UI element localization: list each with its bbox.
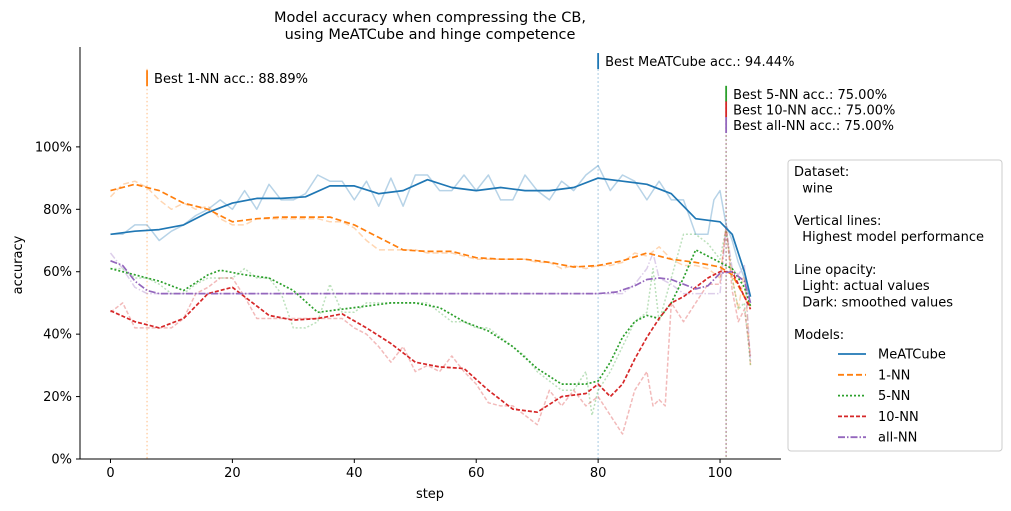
- annotation-label-4: Best all-NN acc.: 75.00%: [733, 119, 894, 134]
- x-tick-label: 100: [708, 466, 733, 481]
- series-actual-1-NN: [109, 180, 752, 366]
- series-smoothed-10-NN: [110, 270, 752, 414]
- legend-text-line: wine: [794, 181, 833, 196]
- y-tick-label: 0%: [51, 453, 72, 468]
- x-tick-label: 20: [224, 466, 241, 481]
- y-axis-label: accuracy: [11, 235, 26, 294]
- legend-entry-all-NN: all-NN: [878, 431, 917, 446]
- y-tick-label: 100%: [35, 140, 72, 155]
- series-actual-5-NN: [110, 227, 752, 417]
- x-tick-label: 60: [468, 466, 485, 481]
- chart-title-line-1: Model accuracy when compressing the CB,: [274, 10, 586, 26]
- y-tick-label: 20%: [43, 390, 72, 405]
- legend-text-line: Dataset:: [794, 165, 849, 180]
- series-actual-all-NN: [109, 227, 752, 363]
- legend-text-line: Light: actual values: [794, 279, 930, 294]
- chart-title-line-2: using MeATCube and hinge competence: [285, 27, 576, 43]
- legend-entry-MeATCube: MeATCube: [878, 348, 946, 363]
- legend-box: [787, 159, 1003, 452]
- series-actual-MeATCube: [110, 164, 752, 304]
- legend-text-line: Dark: smoothed values: [794, 295, 953, 310]
- y-tick-label: 60%: [43, 265, 72, 280]
- legend-text-line: Models:: [794, 328, 844, 343]
- legend-text-line: Line opacity:: [794, 263, 876, 278]
- x-tick-label: 80: [590, 466, 607, 481]
- legend-entry-1-NN: 1-NN: [878, 368, 910, 383]
- legend-text-line: Highest model performance: [794, 230, 984, 245]
- plot-area: Best 1-NN acc.: 88.89% Best MeATCube acc.…: [35, 47, 895, 481]
- series-smoothed-all-NN: [110, 260, 752, 304]
- series-actual-10-NN: [110, 224, 752, 435]
- annotation-label-1: Best MeATCube acc.: 94.44%: [605, 55, 794, 70]
- y-tick-label: 80%: [43, 203, 72, 218]
- annotation-label-2: Best 5-NN acc.: 75.00%: [733, 88, 887, 103]
- x-tick-label: 0: [106, 466, 114, 481]
- series-smoothed-5-NN: [110, 249, 752, 385]
- x-axis-label: step: [416, 487, 444, 502]
- x-tick-label: 40: [346, 466, 363, 481]
- series-smoothed-MeATCube: [110, 177, 752, 297]
- legend-text-line: Vertical lines:: [794, 214, 881, 229]
- y-tick-label: 40%: [43, 328, 72, 343]
- legend-entry-5-NN: 5-NN: [878, 389, 910, 404]
- annotation-label-0: Best 1-NN acc.: 88.89%: [154, 72, 308, 87]
- series-smoothed-1-NN: [110, 183, 752, 307]
- legend: Dataset: wine Vertical lines: Highest mod…: [787, 159, 1003, 452]
- legend-entry-10-NN: 10-NN: [878, 410, 919, 425]
- annotation-label-3: Best 10-NN acc.: 75.00%: [733, 103, 895, 118]
